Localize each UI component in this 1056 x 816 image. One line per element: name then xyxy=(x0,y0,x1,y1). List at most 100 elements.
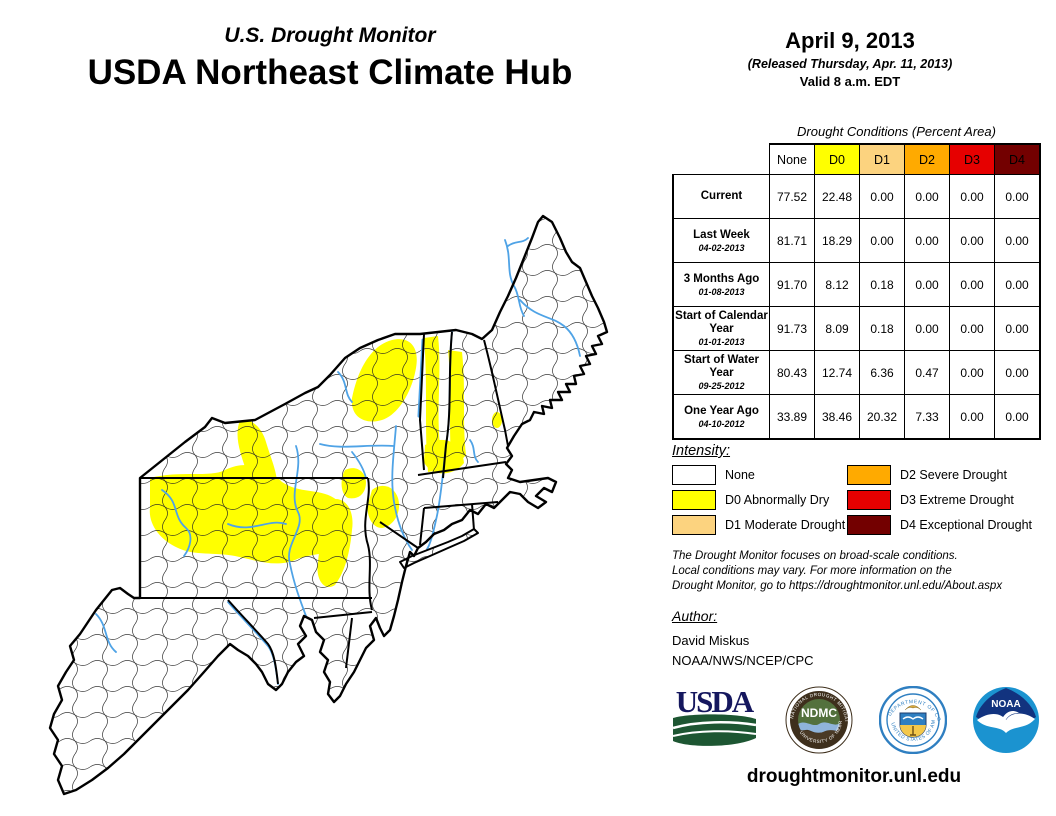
value-cell: 0.00 xyxy=(994,394,1041,440)
value-cell: 0.00 xyxy=(904,174,950,219)
legend-label: D1 Moderate Drought xyxy=(725,518,846,532)
row-label: Start of Calendar Year 01-01-2013 xyxy=(672,306,770,351)
table-row: Last Week 04-02-2013 81.71 18.29 0.00 0.00 0.0… xyxy=(672,218,1041,263)
value-cell: 91.70 xyxy=(769,262,815,307)
disclaimer-text: The Drought Monitor focuses on broad-sca… xyxy=(672,550,1003,592)
value-cell: 0.18 xyxy=(859,262,905,307)
legend-item-D1: D1 Moderate Drought xyxy=(672,515,847,535)
legend-label: D3 Extreme Drought xyxy=(899,493,1014,507)
col-header-d2: D2 xyxy=(904,143,950,175)
legend-column-left: None D0 Abnormally Dry D1 Moderate Drought xyxy=(672,465,847,535)
row-label: Last Week 04-02-2013 xyxy=(672,218,770,263)
usda-logo-text: USDA xyxy=(676,686,755,719)
value-cell: 0.00 xyxy=(949,394,995,440)
value-cell: 0.00 xyxy=(994,218,1041,263)
author-name: David Miskus xyxy=(672,633,750,648)
map-date: April 9, 2013 xyxy=(785,28,915,53)
value-cell: 6.36 xyxy=(859,350,905,395)
value-cell: 0.00 xyxy=(904,306,950,351)
value-cell: 8.09 xyxy=(814,306,860,351)
logo-row: USDA NATIO xyxy=(668,682,1040,759)
value-cell: 0.00 xyxy=(949,350,995,395)
noaa-logo-text: NOAA xyxy=(991,699,1020,710)
valid-time: Valid 8 a.m. EDT xyxy=(799,74,901,89)
page-title: USDA Northeast Climate Hub xyxy=(87,53,573,92)
table-row: Start of Calendar Year 01-01-2013 91.73 8.0… xyxy=(672,306,1041,351)
title-block: U.S. Drought Monitor USDA Northeast Clim… xyxy=(0,24,660,93)
table-header-row: None D0 D1 D2 D3 D4 xyxy=(673,143,1041,175)
legend-item-D3: D3 Extreme Drought xyxy=(846,490,1032,510)
table-corner-cell xyxy=(673,144,770,175)
value-cell: 20.32 xyxy=(859,394,905,440)
drought-map xyxy=(0,180,660,816)
col-header-none: None xyxy=(769,143,815,175)
coastline xyxy=(48,214,609,796)
value-cell: 8.12 xyxy=(814,262,860,307)
value-cell: 18.29 xyxy=(814,218,860,263)
value-cell: 0.00 xyxy=(949,218,995,263)
col-header-d3: D3 xyxy=(949,143,995,175)
noaa-logo-icon: NOAA xyxy=(972,686,1040,759)
table-row: Current 77.52 22.48 0.00 0.00 0.00 0.00 xyxy=(672,174,1041,219)
row-label: 3 Months Ago 01-08-2013 xyxy=(672,262,770,307)
table-row: Start of Water Year 09-25-2012 80.43 12.74 6… xyxy=(672,350,1041,395)
legend-swatch-D2 xyxy=(846,465,891,485)
legend-item-D2: D2 Severe Drought xyxy=(846,465,1032,485)
commerce-seal-icon: DEPARTMENT OF COMMERCE UNITED STATES OF … xyxy=(876,682,947,759)
value-cell: 0.00 xyxy=(994,306,1041,351)
value-cell: 0.00 xyxy=(949,174,995,219)
footer-url: droughtmonitor.unl.edu xyxy=(746,766,962,787)
value-cell: 0.00 xyxy=(859,174,905,219)
value-cell: 33.89 xyxy=(769,394,815,440)
value-cell: 22.48 xyxy=(814,174,860,219)
table-body: Current 77.52 22.48 0.00 0.00 0.00 0.00 Last We… xyxy=(672,174,1041,440)
legend-label: D0 Abnormally Dry xyxy=(725,493,830,507)
value-cell: 0.00 xyxy=(859,218,905,263)
legend-swatch-D4 xyxy=(846,515,891,535)
col-header-d1: D1 xyxy=(859,143,905,175)
value-cell: 0.00 xyxy=(994,350,1041,395)
row-label: One Year Ago 04-10-2012 xyxy=(672,394,770,440)
value-cell: 91.73 xyxy=(769,306,815,351)
report-subtitle: U.S. Drought Monitor xyxy=(224,24,436,47)
row-label: Current xyxy=(672,174,770,219)
legend-swatch-D0 xyxy=(672,490,716,510)
ndmc-logo-icon: NATIONAL DROUGHT MITIGATION CENTER UNIVE… xyxy=(783,682,853,759)
table-caption: Drought Conditions (Percent Area) xyxy=(797,124,996,139)
value-cell: 7.33 xyxy=(904,394,950,440)
county-lines xyxy=(50,216,607,794)
usda-logo-icon: USDA xyxy=(668,684,760,759)
legend-label: None xyxy=(725,468,755,482)
col-header-d4: D4 xyxy=(994,143,1041,175)
legend-label: D4 Exceptional Drought xyxy=(899,518,1032,532)
table-row: 3 Months Ago 01-08-2013 91.70 8.12 0.18 0.00 0… xyxy=(672,262,1041,307)
value-cell: 0.00 xyxy=(904,218,950,263)
ndmc-logo-text: NDMC xyxy=(801,706,837,720)
value-cell: 38.46 xyxy=(814,394,860,440)
value-cell: 0.00 xyxy=(994,174,1041,219)
release-date: (Released Thursday, Apr. 11, 2013) xyxy=(747,57,953,71)
col-header-d0: D0 xyxy=(814,143,860,175)
legend-label: D2 Severe Drought xyxy=(899,468,1007,482)
legend-swatch-D3 xyxy=(846,490,891,510)
value-cell: 0.00 xyxy=(949,306,995,351)
value-cell: 0.00 xyxy=(949,262,995,307)
legend-item-D0: D0 Abnormally Dry xyxy=(672,490,847,510)
intensity-legend: None D0 Abnormally Dry D1 Moderate Drought… xyxy=(672,465,1032,535)
legend-item-none: None xyxy=(672,465,847,485)
table-row: One Year Ago 04-10-2012 33.89 38.46 20.32 7.3… xyxy=(672,394,1041,440)
value-cell: 0.18 xyxy=(859,306,905,351)
value-cell: 80.43 xyxy=(769,350,815,395)
legend-swatch-none xyxy=(672,465,716,485)
value-cell: 77.52 xyxy=(769,174,815,219)
value-cell: 81.71 xyxy=(769,218,815,263)
legend-swatch-D1 xyxy=(672,515,716,535)
drought-conditions-table: None D0 D1 D2 D3 D4 Current 77.52 22.48 0.00 0.00… xyxy=(672,143,1041,440)
row-label: Start of Water Year 09-25-2012 xyxy=(672,350,770,395)
value-cell: 0.00 xyxy=(994,262,1041,307)
date-block: April 9, 2013 (Released Thursday, Apr. 1… xyxy=(672,28,1028,89)
legend-item-D4: D4 Exceptional Drought xyxy=(846,515,1032,535)
legend-column-right: D2 Severe Drought D3 Extreme Drought D4 Ex… xyxy=(846,465,1032,535)
value-cell: 0.47 xyxy=(904,350,950,395)
